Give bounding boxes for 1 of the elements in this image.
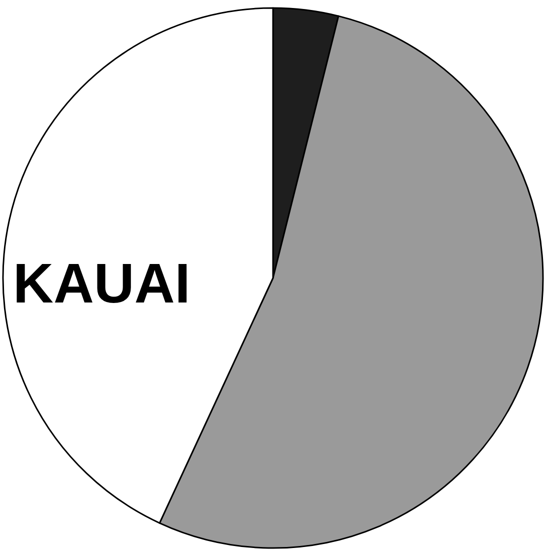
text: KAUAI <box>13 252 190 314</box>
